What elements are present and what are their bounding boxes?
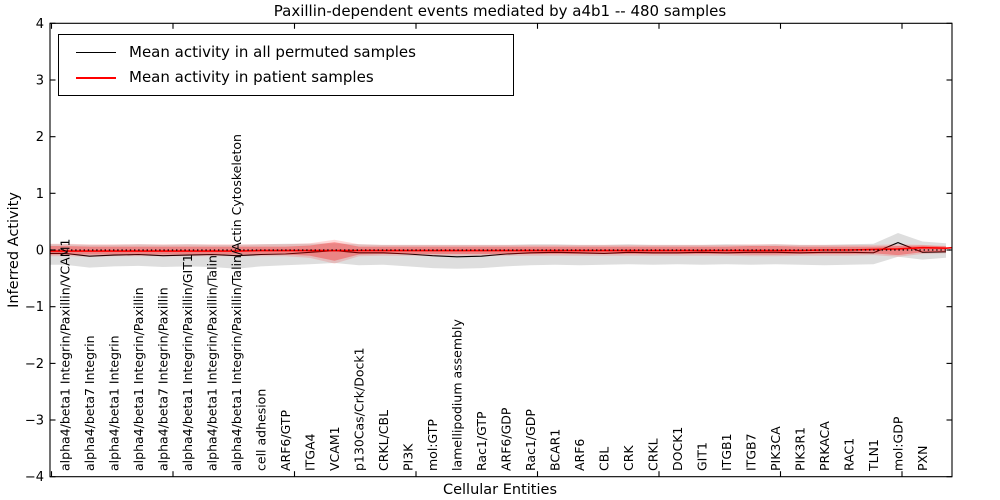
x-tick-label: CRKL [645,438,660,471]
chart-title: Paxillin-dependent events mediated by a4… [273,2,727,20]
x-tick-label: BCAR1 [547,429,562,471]
legend-label-patient: Mean activity in patient samples [129,68,374,86]
y-tick-label: 0 [36,244,44,259]
y-tick-label: 2 [36,130,44,145]
x-tick-label: alpha4/beta1 Integrin/Paxillin/GIT1 [180,254,195,471]
y-tick-label: −2 [25,357,44,372]
x-tick-label: CBL [596,447,611,471]
x-tick-label: TLN1 [866,439,881,472]
y-tick-label: 3 [36,73,44,88]
x-tick-label: ARF6 [572,439,587,471]
x-tick-label: RAC1 [841,438,856,471]
band-patient-range-inner [50,242,946,261]
x-tick-label: ITGB7 [743,433,758,471]
x-tick-label: DOCK1 [670,427,685,471]
legend-entry-permuted: Mean activity in all permuted samples [59,45,513,60]
x-tick-label: Rac1/GDP [523,409,538,471]
x-tick-label: ITGA4 [302,433,317,471]
y-tick-label: 4 [36,17,44,32]
x-tick-label: CRK [621,445,636,471]
x-tick-label: PXN [915,446,930,471]
y-tick-label: −1 [25,300,44,315]
series-line-patient [50,246,953,252]
x-tick-label: alpha4/beta7 Integrin [82,335,97,471]
x-tick-label: ITGB1 [719,433,734,471]
series-line-permuted [50,242,947,258]
x-tick-label: VCAM1 [327,426,342,471]
x-tick-label: PIK3R1 [792,427,807,471]
x-tick-label: cell adhesion [253,389,268,471]
x-tick-label: alpha4/beta1 Integrin/Paxillin/Talin/Act… [229,134,244,471]
x-axis-label: Cellular Entities [442,482,558,498]
legend-label-permuted: Mean activity in all permuted samples [129,43,416,61]
x-tick-label: PRKACA [817,421,832,471]
x-tick-label: lamellipodium assembly [449,319,464,471]
band-patient-range-outer [50,239,946,264]
x-tick-label: alpha4/beta1 Integrin/Paxillin/VCAM1 [57,239,72,471]
x-tick-label: PI3K [400,443,415,471]
legend-line-permuted-icon [76,51,116,54]
y-tick-label: 1 [36,187,44,202]
x-tick-label: alpha4/beta1 Integrin/Paxillin/Talin [204,255,219,471]
x-tick-label: Rac1/GTP [474,411,489,471]
x-tick-label: ARF6/GTP [278,410,293,471]
y-axis-label: Inferred Activity [6,192,22,308]
x-tick-label: mol:GTP [425,419,440,471]
x-tick-label: mol:GDP [890,416,905,471]
legend-entry-patient: Mean activity in patient samples [59,70,513,85]
y-tick-label: −4 [25,470,44,485]
legend-line-patient-icon [76,76,116,79]
x-tick-label: alpha4/beta7 Integrin/Paxillin [155,287,170,471]
x-tick-label: CRKL/CBL [376,410,391,471]
legend: Mean activity in all permuted samples Me… [58,34,514,96]
x-tick-label: alpha4/beta1 Integrin/Paxillin [131,287,146,471]
x-tick-label: p130Cas/Crk/Dock1 [351,347,366,471]
x-tick-label: ARF6/GDP [498,407,513,471]
y-tick-label: −3 [25,414,44,429]
x-tick-label: GIT1 [694,442,709,471]
x-tick-label: alpha4/beta1 Integrin [106,335,121,471]
x-tick-label: PIK3CA [768,426,783,471]
